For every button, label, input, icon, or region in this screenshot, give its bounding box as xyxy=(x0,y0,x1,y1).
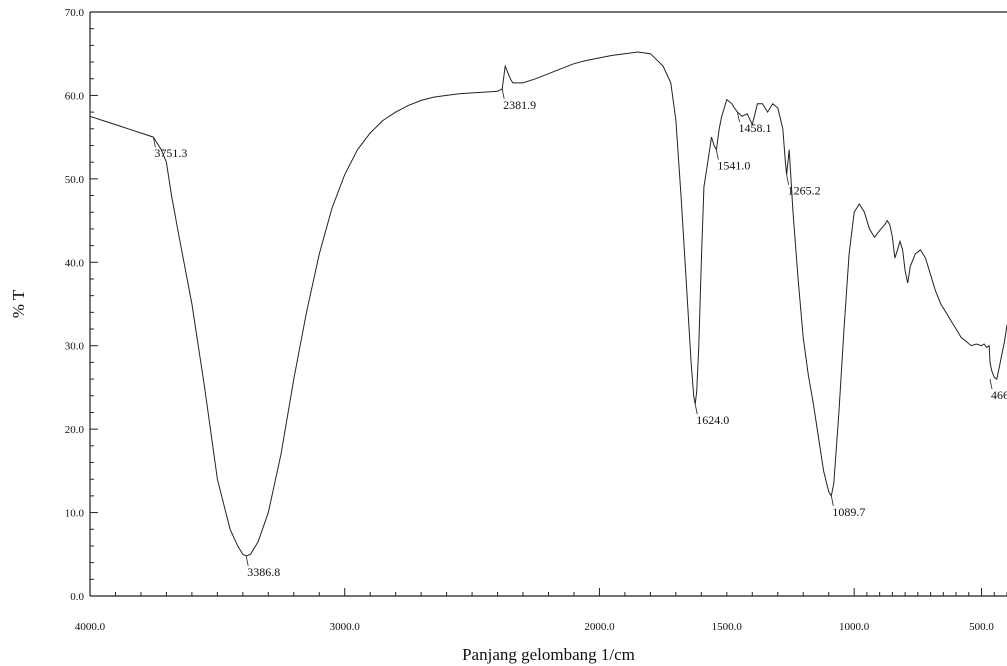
peak-label: 1624.0 xyxy=(696,413,729,427)
peak-label: 1458.1 xyxy=(738,121,771,135)
y-tick-label: 40.0 xyxy=(65,257,85,269)
peak-label: 1265.2 xyxy=(788,184,821,198)
y-axis: 70.0 60.0 50.0 40.0 30.0 20.0 10.0 0.0 xyxy=(65,7,98,603)
peak-label: 1541.0 xyxy=(717,159,750,173)
x-tick-label: 1000.0 xyxy=(839,621,870,633)
peak-marker xyxy=(830,495,834,506)
peak-marker xyxy=(152,137,156,148)
y-tick-label: 20.0 xyxy=(65,424,85,436)
y-tick-label: 10.0 xyxy=(65,508,85,520)
peak-label: 3751.3 xyxy=(154,146,187,160)
y-axis-title: % T xyxy=(9,289,28,318)
x-tick-label: 500.0 xyxy=(969,621,994,633)
y-tick-label: 70.0 xyxy=(65,7,85,19)
peak-label: 1089.7 xyxy=(832,505,865,519)
y-tick-label: 30.0 xyxy=(65,341,85,353)
spectrum-line xyxy=(89,51,1007,557)
plot-frame xyxy=(89,11,1007,597)
x-tick-label: 2000.0 xyxy=(584,621,615,633)
peak-label: 466.7 xyxy=(991,388,1007,402)
peak-marker xyxy=(694,404,698,415)
peak-marker xyxy=(786,174,790,185)
y-tick-label: 50.0 xyxy=(65,174,85,186)
peak-marker xyxy=(715,149,719,160)
peak-marker xyxy=(989,379,993,390)
x-axis: 4000.0 3000.0 2000.0 1500.0 1000.0 500.0 xyxy=(75,588,1007,633)
x-tick-label: 1500.0 xyxy=(712,621,743,633)
y-tick-label: 0.0 xyxy=(70,591,84,603)
peak-marker xyxy=(737,112,740,123)
x-tick-label: 4000.0 xyxy=(75,621,106,633)
peak-marker xyxy=(501,88,505,99)
x-axis-title: Panjang gelombang 1/cm xyxy=(462,645,635,664)
peak-marker xyxy=(245,555,249,567)
peak-annotations: 3751.3 2381.9 1541.0 1458.1 1265.2 1624.0 1089… xyxy=(152,88,1007,579)
y-tick-label: 60.0 xyxy=(65,90,85,102)
peak-label: 2381.9 xyxy=(503,98,536,112)
x-tick-label: 3000.0 xyxy=(330,621,361,633)
peak-label: 3386.8 xyxy=(247,565,280,579)
